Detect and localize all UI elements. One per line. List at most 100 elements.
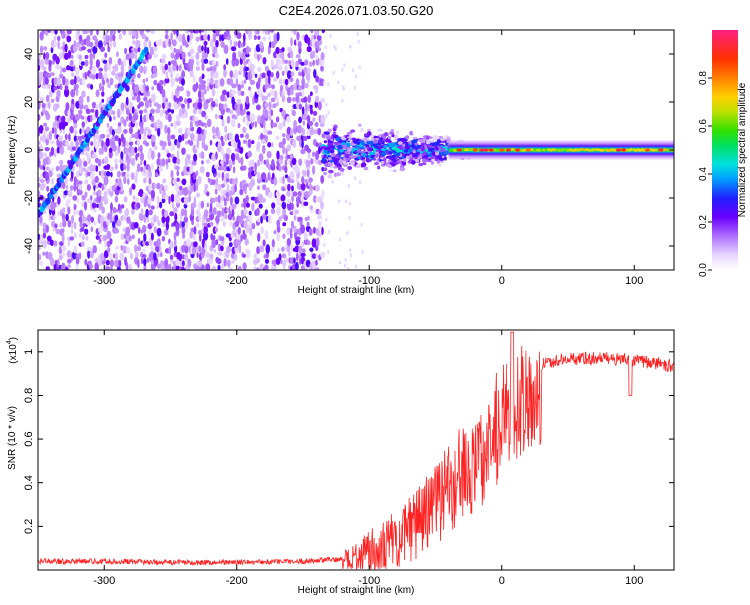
heat-cell [101, 169, 105, 180]
heat-cell [42, 152, 48, 158]
heat-cell [56, 146, 60, 154]
heat-cell [201, 110, 207, 118]
heat-cell [156, 238, 161, 248]
heat-cell [88, 263, 93, 270]
heat-cell [228, 159, 232, 166]
heat-cell [236, 239, 242, 246]
heat-cell [225, 152, 230, 161]
heat-cell [188, 140, 194, 146]
heat-cell [357, 39, 360, 44]
x-tick-label: 0 [499, 575, 505, 587]
heat-cell [39, 178, 45, 183]
heat-cell [219, 78, 225, 87]
heat-cell [239, 65, 244, 73]
heat-cell [161, 222, 167, 228]
heat-cell [79, 232, 82, 239]
heat-cell [48, 192, 54, 200]
heat-cell [294, 165, 300, 174]
heat-cell [286, 126, 292, 135]
heat-cell [57, 40, 60, 50]
heat-cell [436, 155, 443, 159]
heat-cell [47, 30, 52, 33]
heat-cell [106, 122, 110, 128]
heat-cell [102, 59, 108, 64]
heat-cell [165, 71, 169, 80]
heat-cell [240, 156, 244, 166]
colorbar-tick-label: 0.8 [698, 71, 709, 85]
heat-cell [246, 111, 251, 116]
heat-cell [98, 67, 104, 72]
snr-frame [37, 329, 675, 571]
heat-cell [39, 59, 45, 68]
heat-cell [161, 57, 166, 64]
heat-cell [134, 84, 140, 94]
heat-cell [281, 70, 285, 77]
heat-cell [403, 153, 410, 157]
heat-cell [123, 137, 126, 147]
heat-cell [355, 141, 361, 145]
heat-cell [137, 226, 141, 234]
heat-cell [179, 220, 183, 229]
heat-cell [370, 154, 376, 158]
heat-cell [172, 60, 177, 67]
heat-cell [276, 247, 281, 253]
heat-cell [101, 158, 105, 165]
heat-cell [301, 139, 304, 149]
heat-cell [345, 143, 351, 148]
heat-cell [220, 41, 225, 48]
heat-cell [282, 222, 287, 227]
heat-cell [196, 126, 202, 135]
heat-cell [48, 130, 52, 141]
heat-cell [184, 245, 189, 254]
heat-cell [175, 76, 180, 82]
heat-cell [383, 144, 388, 149]
heat-cell [70, 169, 74, 180]
heat-cell [176, 150, 180, 159]
heat-cell [205, 263, 211, 270]
heat-cell [230, 252, 235, 259]
heat-cell [199, 166, 205, 174]
heat-cell [89, 114, 93, 122]
heat-cell [56, 173, 62, 178]
heat-cell [77, 158, 83, 168]
heat-cell [230, 118, 236, 128]
heat-cell [321, 157, 326, 163]
heat-cell [298, 103, 303, 110]
heat-cell [69, 236, 75, 241]
heat-cell [101, 85, 105, 93]
heat-cell [203, 51, 209, 59]
heat-cell [232, 228, 236, 236]
heat-cell [201, 45, 204, 52]
heat-cell [268, 114, 272, 121]
snr-xlabel: Height of straight line (km) [298, 585, 415, 596]
heat-cell [106, 220, 110, 226]
heat-cell [189, 32, 194, 40]
heat-cell [209, 66, 213, 72]
heat-cell [315, 150, 320, 160]
heat-cell [135, 30, 139, 35]
heat-cell [131, 95, 136, 101]
heat-cell [120, 102, 125, 112]
heat-cell [72, 195, 78, 201]
heat-cell [95, 108, 99, 118]
heat-cell [306, 168, 310, 178]
heat-cell [279, 84, 284, 92]
heat-cell [226, 184, 230, 192]
heat-cell [120, 204, 125, 209]
heat-cell [55, 165, 60, 172]
heat-cell [305, 259, 311, 268]
heat-cell [320, 175, 325, 184]
heat-cell [108, 252, 113, 260]
heat-cell [146, 257, 150, 263]
heat-peak [456, 148, 462, 152]
heat-cell [189, 184, 194, 193]
heat-cell [115, 228, 119, 234]
heat-cell [315, 54, 319, 60]
heat-cell [432, 151, 437, 156]
heat-cell [46, 197, 51, 204]
heat-cell [77, 185, 83, 190]
heat-cell [139, 144, 143, 154]
heat-cell [139, 125, 144, 135]
heat-cell [94, 140, 100, 150]
